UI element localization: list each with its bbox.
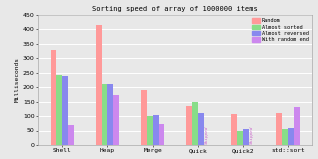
Legend: Random, Almost sorted, Almost reversed, With random end: Random, Almost sorted, Almost reversed, … — [251, 17, 310, 43]
Bar — [62, 76, 68, 145]
Bar — [51, 50, 56, 145]
Bar — [243, 129, 249, 145]
Bar — [102, 84, 107, 145]
Bar — [288, 128, 294, 145]
Text: Skipped: Skipped — [205, 125, 209, 144]
Bar — [276, 113, 282, 145]
Bar — [107, 84, 114, 145]
Bar — [68, 125, 74, 145]
Bar — [159, 124, 164, 145]
Bar — [114, 95, 119, 145]
Y-axis label: Milliseconds: Milliseconds — [15, 57, 20, 102]
Bar — [186, 107, 192, 145]
Title: Sorting speed of array of 1000000 items: Sorting speed of array of 1000000 items — [93, 6, 258, 12]
Bar — [96, 25, 102, 145]
Bar — [192, 102, 198, 145]
Bar — [282, 129, 288, 145]
Bar — [231, 114, 237, 145]
Bar — [237, 131, 243, 145]
Text: Skipped: Skipped — [250, 125, 254, 144]
Bar — [153, 115, 159, 145]
Bar — [198, 113, 204, 145]
Bar — [294, 107, 300, 145]
Bar — [141, 90, 147, 145]
Bar — [147, 116, 153, 145]
Bar — [56, 75, 62, 145]
